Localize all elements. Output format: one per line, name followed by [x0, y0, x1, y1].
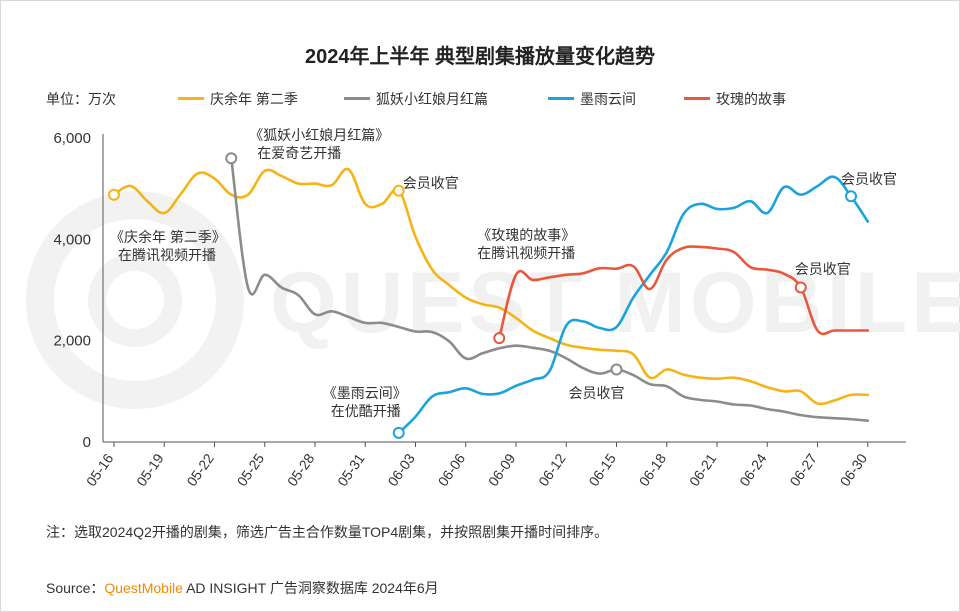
x-tick-label: 06-06	[435, 450, 469, 489]
annotation-text: 《庆余年 第二季》	[110, 229, 226, 245]
annotation-text: 会员收官	[403, 175, 459, 191]
legend-swatch-qingyunian	[178, 96, 204, 100]
event-marker-05-23[interactable]	[225, 152, 238, 165]
annotation-text: 会员收官	[841, 171, 897, 187]
x-tick-label: 05-22	[183, 450, 217, 489]
event-marker-05-16[interactable]	[108, 188, 120, 201]
x-tick-label: 06-21	[686, 450, 720, 489]
annotation-text: 会员收官	[569, 385, 625, 401]
annotation-text: 在爱奇艺开播	[257, 145, 341, 161]
y-tick-label: 0	[83, 434, 91, 451]
source-line: Source：QuestMobile AD INSIGHT 广告洞察数据库 20…	[46, 578, 439, 598]
x-tick-label: 06-27	[786, 450, 820, 489]
x-tick-label: 06-30	[837, 450, 871, 489]
event-marker-06-02[interactable]	[392, 426, 405, 439]
y-tick-label: 2,000	[53, 333, 91, 350]
x-tick-label: 05-25	[234, 450, 268, 489]
x-tick-label: 06-12	[535, 450, 569, 489]
legend-label-qingyunian: 庆余年 第二季	[210, 91, 298, 107]
event-marker-06-02[interactable]	[392, 184, 405, 197]
chart-title: 2024年上半年 典型剧集播放量变化趋势	[304, 46, 656, 68]
y-tick-label: 4,000	[53, 231, 91, 248]
event-marker-06-15[interactable]	[610, 363, 623, 376]
annotation-7: 会员收官	[795, 261, 851, 277]
annotation-text: 在腾讯视频开播	[477, 245, 575, 261]
annotation-8: 会员收官	[841, 171, 897, 187]
annotation-4: 《墨雨云间》在优酷开播	[323, 385, 407, 419]
annotation-6: 会员收官	[569, 385, 625, 401]
annotation-text: 在腾讯视频开播	[118, 247, 216, 263]
series-lines	[112, 157, 870, 435]
series-line-meigui[interactable]	[498, 245, 870, 340]
x-tick-label: 05-19	[133, 450, 167, 489]
source-brand: QuestMobile	[104, 580, 183, 596]
annotations: 《庆余年 第二季》在腾讯视频开播《狐妖小红娘月红篇》在爱奇艺开播会员收官《墨雨云…	[110, 127, 897, 419]
y-tick-label: 6,000	[53, 130, 91, 147]
legend-label-moyu: 墨雨云间	[580, 91, 636, 107]
annotation-text: 《墨雨云间》	[323, 385, 407, 401]
annotation-text: 《狐妖小红娘月红篇》	[249, 127, 389, 143]
source-prefix: Source：	[46, 580, 105, 596]
unit-label: 单位：万次	[46, 91, 116, 107]
series-line-qingyunian[interactable]	[112, 167, 870, 406]
legend-label-meigui: 玫瑰的故事	[716, 91, 786, 107]
series-line-moyu[interactable]	[397, 175, 870, 435]
watermark: QUEST MOBILE	[26, 191, 960, 409]
annotation-text: 在优酷开播	[331, 403, 401, 419]
x-tick-label: 06-03	[384, 450, 418, 489]
source-rest: AD INSIGHT 广告洞察数据库 2024年6月	[182, 580, 439, 596]
legend-item-moyu[interactable]: 墨雨云间	[548, 89, 636, 109]
event-marker-06-26[interactable]	[794, 281, 807, 294]
watermark-logo-core	[88, 253, 182, 347]
x-tick-label: 06-09	[485, 450, 519, 489]
x-tick-label: 05-31	[334, 450, 368, 489]
series-markers	[108, 152, 857, 439]
footnote: 注：选取2024Q2开播的剧集，筛选广告主合作数量TOP4剧集，并按照剧集开播时…	[46, 524, 609, 540]
annotation-1: 《庆余年 第二季》在腾讯视频开播	[110, 229, 226, 263]
legend-swatch-moyu	[548, 96, 574, 100]
annotation-text: 会员收官	[795, 261, 851, 277]
x-tick-label: 06-15	[585, 450, 619, 489]
annotation-3: 会员收官	[403, 175, 459, 191]
annotation-2: 《狐妖小红娘月红篇》在爱奇艺开播	[249, 127, 389, 161]
x-tick-label: 05-16	[83, 450, 117, 489]
annotation-text: 《玫瑰的故事》	[477, 227, 575, 243]
series-line-huyao[interactable]	[230, 157, 870, 422]
event-marker-06-08[interactable]	[493, 332, 506, 345]
x-tick-label: 06-24	[736, 450, 770, 489]
annotation-5: 《玫瑰的故事》在腾讯视频开播	[477, 227, 575, 261]
legend-item-huyao[interactable]: 狐妖小红娘月红篇	[344, 89, 488, 109]
legend-item-meigui[interactable]: 玫瑰的故事	[684, 89, 786, 109]
legend-label-huyao: 狐妖小红娘月红篇	[376, 91, 488, 107]
legend-swatch-huyao	[344, 96, 370, 100]
event-marker-06-29[interactable]	[845, 190, 857, 203]
legend-item-qingyunian[interactable]: 庆余年 第二季	[178, 89, 298, 109]
x-tick-label: 05-28	[284, 450, 318, 489]
legend-swatch-meigui	[684, 96, 710, 100]
watermark-text: QUEST MOBILE	[270, 255, 960, 351]
x-tick-label: 06-18	[636, 450, 670, 489]
watermark-logo-ring	[26, 191, 244, 409]
